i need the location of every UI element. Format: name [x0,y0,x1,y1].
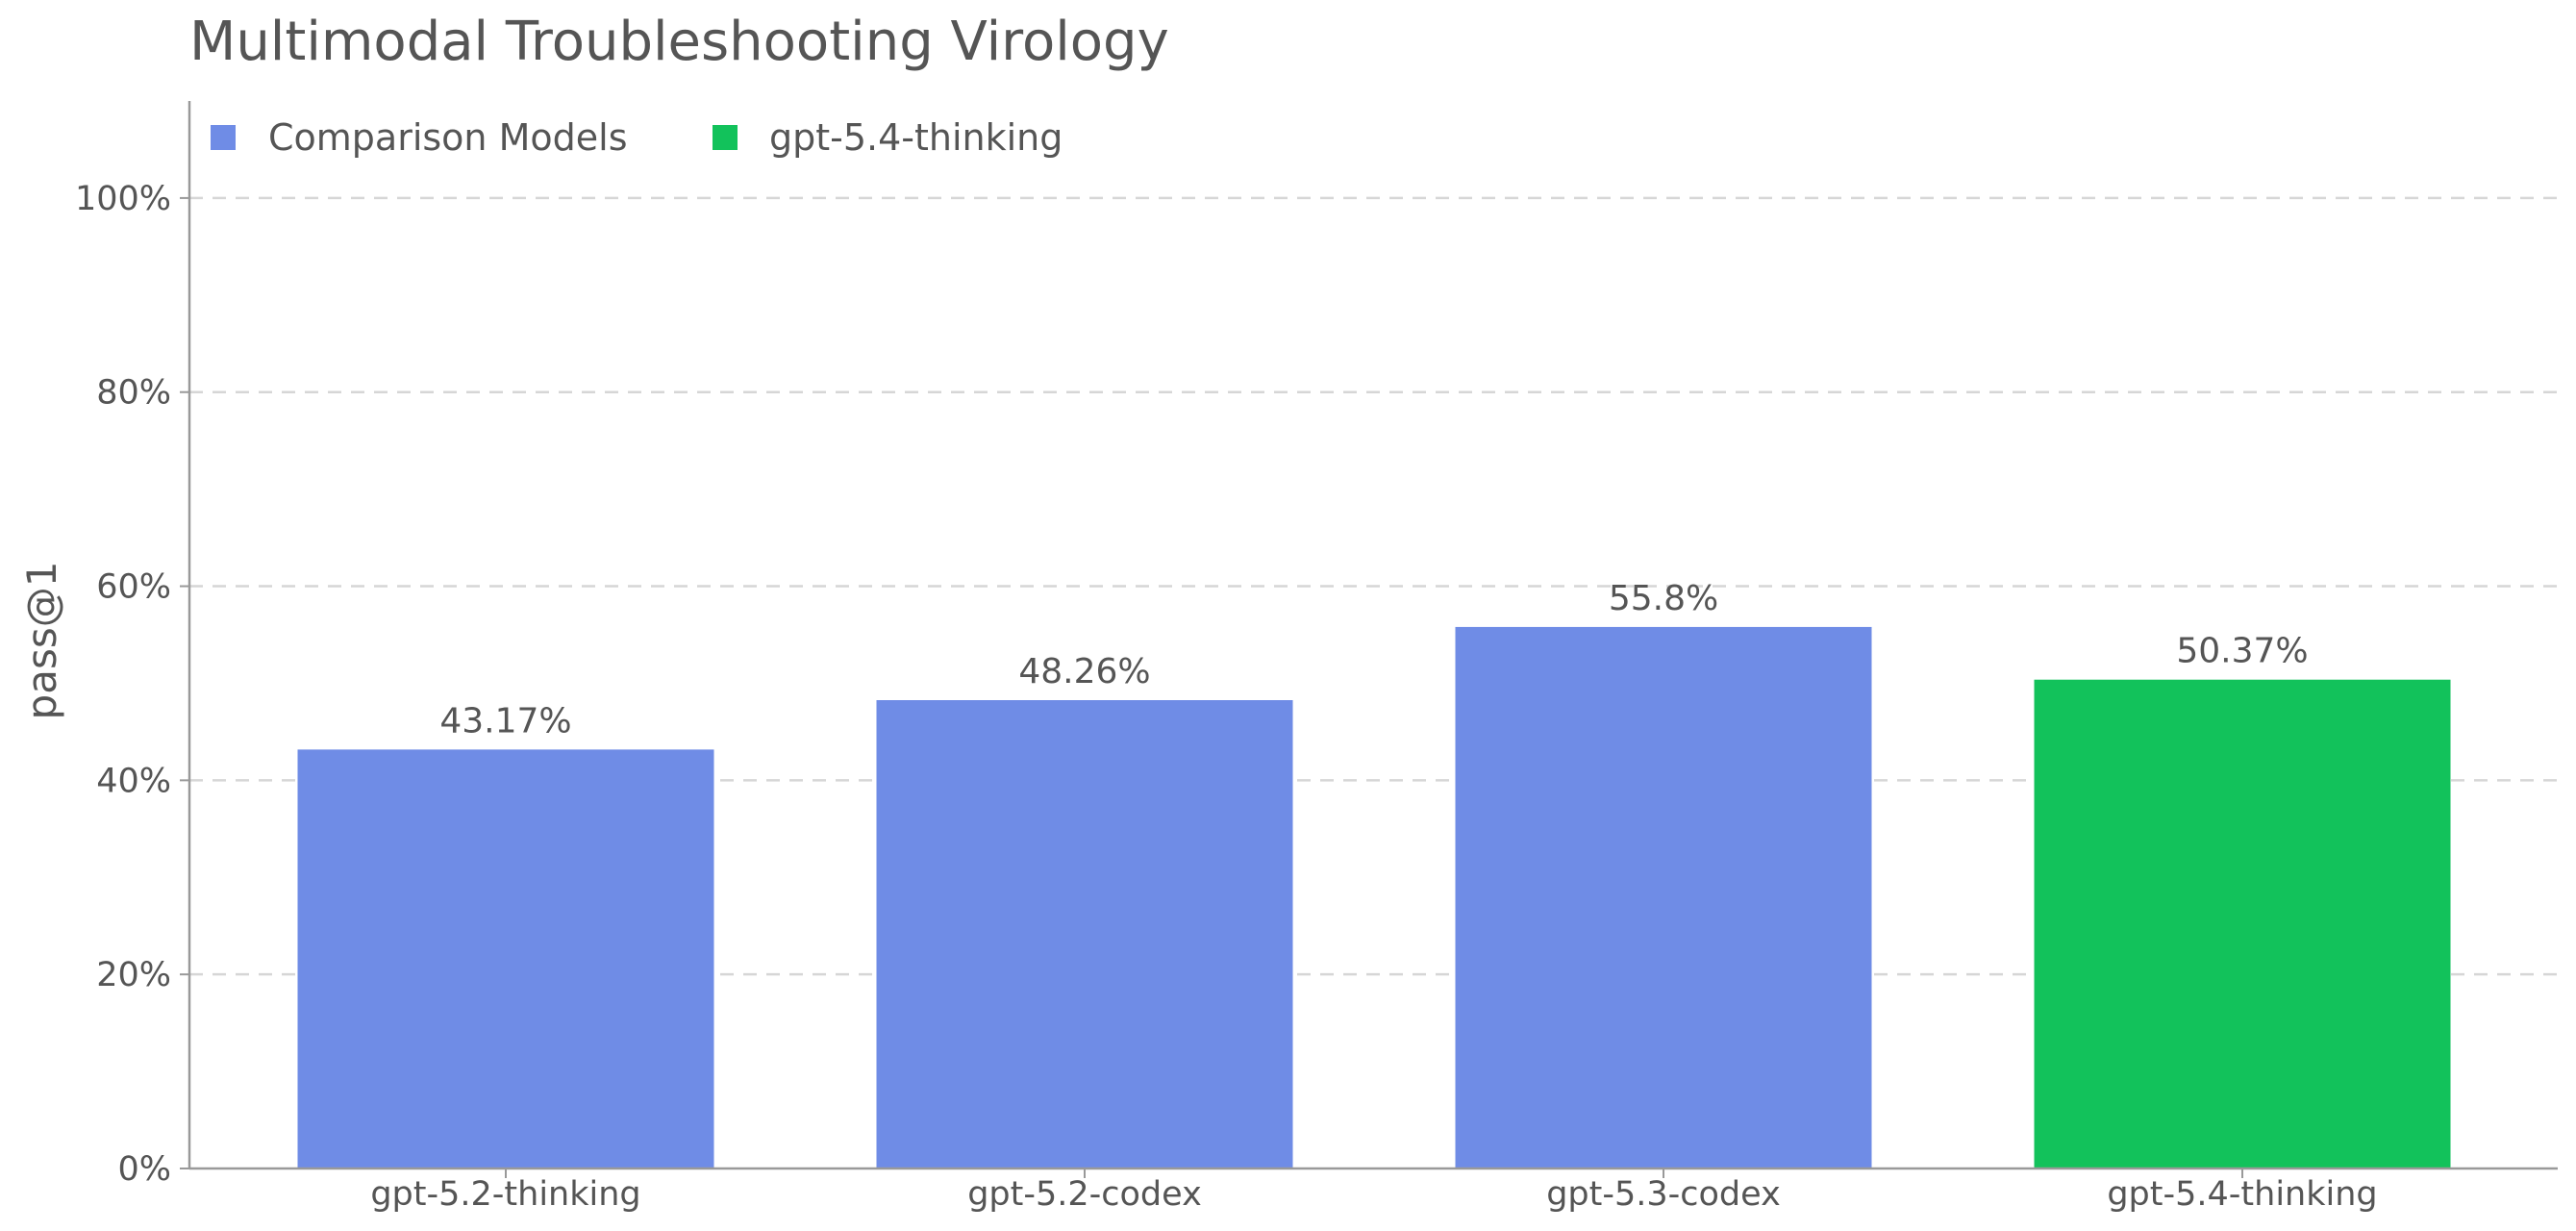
x-tick-label: gpt-5.4-thinking [2107,1175,2377,1214]
legend-label-highlight: gpt-5.4-thinking [769,116,1063,159]
chart-title: Multimodal Troubleshooting Virology [189,11,1169,73]
bar-gpt-5.4-thinking [2034,679,2451,1168]
legend-swatch-comparison [211,125,236,150]
y-axis-ticks: 0% 20% 40% 60% 80% 100% [75,180,189,1189]
y-tick-label: 80% [96,374,171,413]
bars: 43.17% 48.26% 55.8% 50.37% [297,579,2451,1168]
legend-item-highlight: gpt-5.4-thinking [713,116,1063,159]
data-label: 55.8% [1609,579,1718,618]
y-tick-label: 0% [117,1150,171,1189]
bar-gpt-5.2-thinking [297,749,714,1168]
bar-gpt-5.3-codex [1455,626,1872,1168]
legend: Comparison Models gpt-5.4-thinking [211,116,1063,159]
bar-gpt-5.2-codex [876,700,1293,1168]
legend-label-comparison: Comparison Models [268,116,628,159]
data-label: 48.26% [1018,652,1150,691]
x-axis-ticks: gpt-5.2-thinking gpt-5.2-codex gpt-5.3-cod… [370,1168,2378,1214]
legend-swatch-highlight [713,125,738,150]
y-axis-label: pass@1 [18,562,65,720]
x-tick-label: gpt-5.2-thinking [370,1175,640,1214]
y-tick-label: 60% [96,568,171,607]
data-label: 43.17% [439,701,571,741]
y-tick-label: 100% [75,180,171,218]
x-tick-label: gpt-5.3-codex [1546,1175,1781,1214]
x-tick-label: gpt-5.2-codex [967,1175,1202,1214]
y-tick-label: 40% [96,762,171,800]
y-tick-label: 20% [96,956,171,994]
legend-item-comparison: Comparison Models [211,116,628,159]
data-label: 50.37% [2176,632,2308,671]
